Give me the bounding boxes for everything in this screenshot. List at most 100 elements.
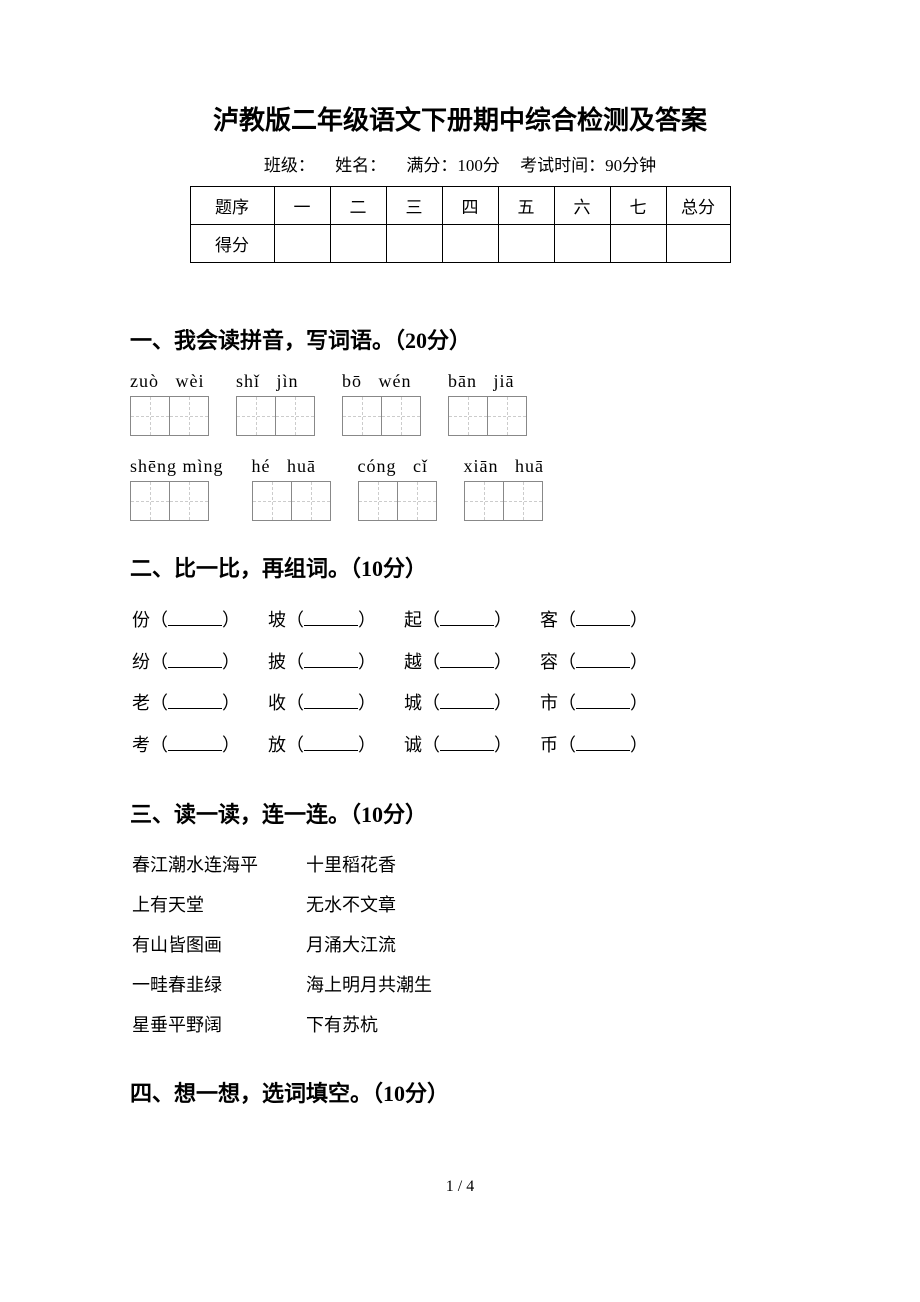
- pinyin-text: hé huā: [252, 456, 330, 477]
- char-box: [448, 396, 488, 436]
- blank: [440, 608, 494, 626]
- blank: [304, 733, 358, 751]
- match-left: 春江潮水连海平: [132, 847, 292, 885]
- char-box: [342, 396, 382, 436]
- match-right: 下有苏杭: [294, 1007, 432, 1045]
- score-header-cell: 题序: [190, 187, 274, 225]
- blank: [440, 650, 494, 668]
- pinyin-text: xiān huā: [464, 456, 544, 477]
- blank: [304, 608, 358, 626]
- pinyin-text: zuò wèi: [130, 371, 208, 392]
- pinyin-text: shēng mìng: [130, 456, 224, 477]
- char-box: [487, 396, 527, 436]
- score-cell: [498, 225, 554, 263]
- compare-char: 披: [268, 652, 286, 672]
- match-left: 一畦春韭绿: [132, 967, 292, 1005]
- match-row: 春江潮水连海平 十里稻花香: [132, 847, 432, 885]
- compare-row: 纷（） 披（） 越（） 容（）: [132, 643, 674, 683]
- compare-char: 放: [268, 735, 286, 755]
- blank: [168, 733, 222, 751]
- compare-char: 收: [268, 693, 286, 713]
- blank: [440, 691, 494, 709]
- score-header-cell: 一: [274, 187, 330, 225]
- blank: [168, 650, 222, 668]
- score-header-cell: 七: [610, 187, 666, 225]
- char-box: [358, 481, 398, 521]
- match-left: 上有天堂: [132, 887, 292, 925]
- compare-char: 纷: [132, 652, 150, 672]
- pinyin-row-1: zuò wèi shǐ jìn bō wén bān jiā: [130, 371, 790, 436]
- char-box: [252, 481, 292, 521]
- score-header-cell: 二: [330, 187, 386, 225]
- score-cell: [610, 225, 666, 263]
- score-table-score-row: 得分: [190, 225, 730, 263]
- match-right: 无水不文章: [294, 887, 432, 925]
- score-header-cell: 四: [442, 187, 498, 225]
- pinyin-text: bān jiā: [448, 371, 526, 392]
- match-row: 上有天堂 无水不文章: [132, 887, 432, 925]
- char-box: [397, 481, 437, 521]
- score-header-cell: 六: [554, 187, 610, 225]
- blank: [168, 608, 222, 626]
- name-label: 姓名：: [335, 156, 386, 175]
- match-right: 海上明月共潮生: [294, 967, 432, 1005]
- score-cell: [386, 225, 442, 263]
- pinyin-group: zuò wèi: [130, 371, 208, 436]
- pinyin-text: shǐ jìn: [236, 371, 314, 392]
- compare-char: 份: [132, 610, 150, 630]
- match-right: 十里稻花香: [294, 847, 432, 885]
- pinyin-group: cóng cǐ: [358, 456, 436, 521]
- pinyin-text: cóng cǐ: [358, 456, 436, 477]
- section-2-heading: 二、比一比，再组词。（10分）: [130, 551, 790, 583]
- time-label: 考试时间：90分钟: [520, 156, 656, 175]
- match-left: 星垂平野阔: [132, 1007, 292, 1045]
- compare-char: 起: [404, 610, 422, 630]
- pinyin-group: bān jiā: [448, 371, 526, 436]
- info-line: 班级： 姓名： 满分：100分 考试时间：90分钟: [130, 151, 790, 176]
- char-box: [169, 396, 209, 436]
- blank: [168, 691, 222, 709]
- match-row: 星垂平野阔 下有苏杭: [132, 1007, 432, 1045]
- char-box: [236, 396, 276, 436]
- match-row: 有山皆图画 月涌大江流: [132, 927, 432, 965]
- blank: [440, 733, 494, 751]
- char-box: [381, 396, 421, 436]
- char-box: [130, 396, 170, 436]
- blank: [304, 691, 358, 709]
- pinyin-group: shēng mìng: [130, 456, 224, 521]
- compare-char: 诚: [404, 735, 422, 755]
- blank: [576, 691, 630, 709]
- score-table-header-row: 题序 一 二 三 四 五 六 七 总分: [190, 187, 730, 225]
- compare-char: 越: [404, 652, 422, 672]
- blank: [304, 650, 358, 668]
- compare-char: 考: [132, 735, 150, 755]
- pinyin-row-2: shēng mìng hé huā cóng cǐ xiān huā: [130, 456, 790, 521]
- score-header-cell: 五: [498, 187, 554, 225]
- page-footer: 1 / 4: [130, 1178, 790, 1196]
- match-left: 有山皆图画: [132, 927, 292, 965]
- score-header-cell: 总分: [666, 187, 730, 225]
- class-label: 班级：: [264, 156, 315, 175]
- pinyin-group: hé huā: [252, 456, 330, 521]
- section-4-heading: 四、想一想，选词填空。（10分）: [130, 1076, 790, 1108]
- match-row: 一畦春韭绿 海上明月共潮生: [132, 967, 432, 1005]
- pinyin-text: bō wén: [342, 371, 420, 392]
- score-cell: [554, 225, 610, 263]
- score-table: 题序 一 二 三 四 五 六 七 总分 得分: [190, 186, 731, 263]
- section-3-heading: 三、读一读，连一连。（10分）: [130, 797, 790, 829]
- blank: [576, 608, 630, 626]
- match-table: 春江潮水连海平 十里稻花香 上有天堂 无水不文章 有山皆图画 月涌大江流 一畦春…: [130, 845, 434, 1046]
- score-cell: [442, 225, 498, 263]
- match-right: 月涌大江流: [294, 927, 432, 965]
- char-box: [464, 481, 504, 521]
- char-box: [291, 481, 331, 521]
- char-box: [130, 481, 170, 521]
- char-box: [275, 396, 315, 436]
- compare-char: 币: [540, 735, 558, 755]
- pinyin-group: bō wén: [342, 371, 420, 436]
- compare-row: 考（） 放（） 诚（） 币（）: [132, 726, 674, 766]
- pinyin-group: xiān huā: [464, 456, 544, 521]
- compare-row: 老（） 收（） 城（） 市（）: [132, 684, 674, 724]
- pinyin-group: shǐ jìn: [236, 371, 314, 436]
- compare-char: 坡: [268, 610, 286, 630]
